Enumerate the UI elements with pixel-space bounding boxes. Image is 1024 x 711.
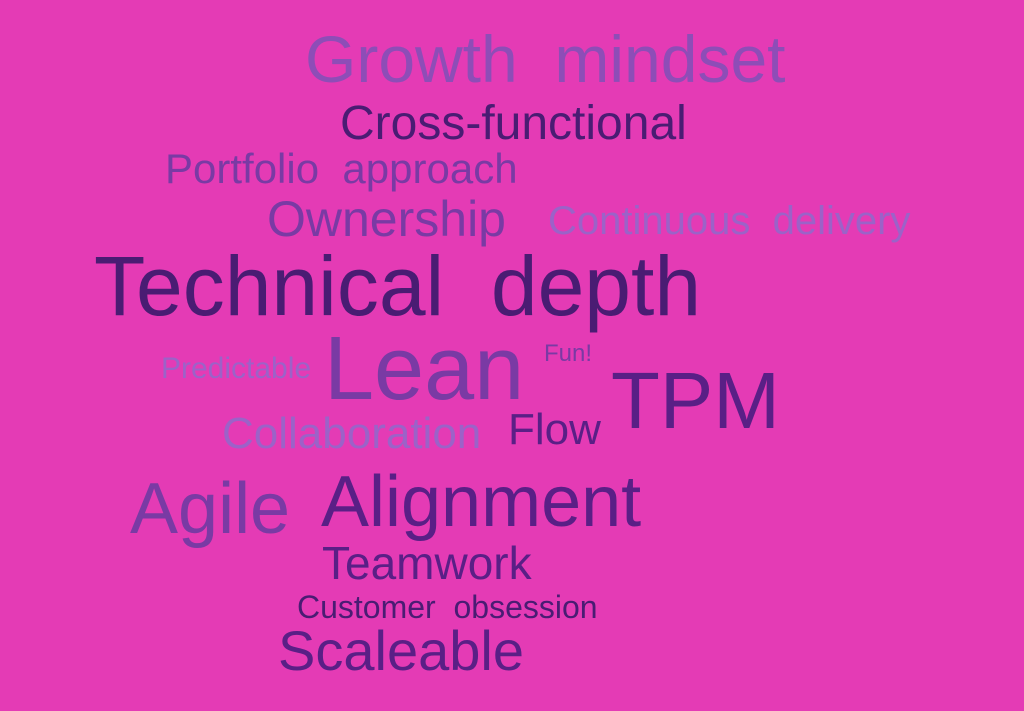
word-alignment: Alignment (321, 462, 642, 542)
word-continuous-delivery: Continuous delivery (548, 199, 911, 243)
word-customer-obsession: Customer obsession (297, 589, 598, 625)
word-agile: Agile (130, 469, 291, 549)
word-ownership: Ownership (267, 191, 506, 247)
word-teamwork: Teamwork (322, 537, 532, 589)
word-scaleable: Scaleable (278, 619, 524, 682)
word-predictable: Predictable (161, 352, 312, 385)
word-tpm: TPM (611, 356, 780, 445)
word-lean: Lean (324, 319, 525, 419)
word-growth-mindset: Growth mindset (305, 22, 786, 96)
word-portfolio-approach: Portfolio approach (165, 145, 518, 192)
word-fun: Fun! (544, 340, 593, 367)
word-flow: Flow (508, 405, 601, 454)
word-collaboration: Collaboration (222, 409, 482, 458)
word-technical-depth: Technical depth (94, 239, 702, 333)
word-cross-functional: Cross-functional (340, 97, 687, 150)
